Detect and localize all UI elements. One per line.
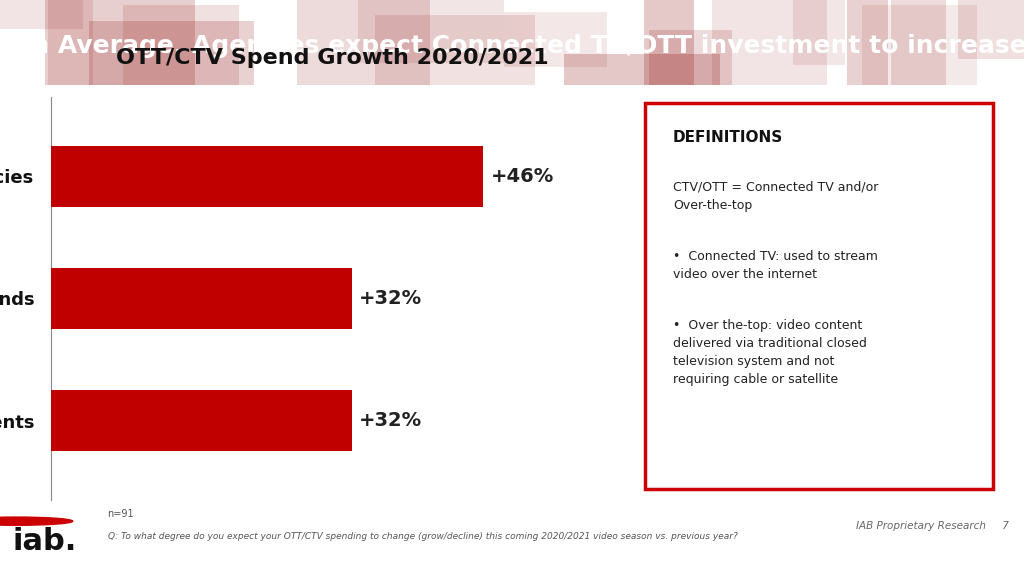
- Text: •  Connected TV: used to stream
video over the internet: • Connected TV: used to stream video ove…: [673, 250, 878, 281]
- Bar: [712, 0, 827, 135]
- Bar: [0, 0, 83, 29]
- Bar: [51, 268, 351, 329]
- Bar: [51, 145, 483, 206]
- Bar: [89, 21, 254, 169]
- Text: •  Over the-top: video content
delivered via traditional closed
television syste: • Over the-top: video content delivered …: [673, 319, 867, 386]
- Text: +46%: +46%: [490, 167, 554, 186]
- Bar: [958, 0, 1024, 59]
- Bar: [847, 0, 888, 170]
- Text: n=91: n=91: [108, 509, 134, 519]
- Text: OTT/CTV Spend Growth 2020/2021: OTT/CTV Spend Growth 2020/2021: [117, 48, 549, 68]
- Bar: [51, 390, 351, 451]
- Bar: [891, 0, 946, 147]
- Bar: [564, 54, 721, 117]
- Text: iab.: iab.: [12, 527, 77, 556]
- Text: DEFINITIONS: DEFINITIONS: [673, 131, 783, 145]
- Bar: [123, 5, 240, 126]
- Text: On Average, Agencies expect Connected TV/OTT investment to increase by 46% y/y: On Average, Agencies expect Connected TV…: [10, 34, 1024, 58]
- Bar: [297, 0, 429, 113]
- Bar: [45, 0, 195, 88]
- Bar: [649, 30, 732, 141]
- Bar: [375, 16, 535, 124]
- Text: +32%: +32%: [359, 289, 422, 308]
- Bar: [357, 0, 504, 63]
- Bar: [505, 12, 606, 67]
- Bar: [644, 0, 694, 184]
- Bar: [794, 0, 845, 65]
- Bar: [47, 0, 93, 142]
- Text: IAB Proprietary Research     7: IAB Proprietary Research 7: [856, 522, 1009, 531]
- Text: Q: To what degree do you expect your OTT/CTV spending to change (grow/decline) t: Q: To what degree do you expect your OTT…: [108, 532, 737, 540]
- Circle shape: [0, 517, 73, 526]
- Text: +32%: +32%: [359, 411, 422, 430]
- Text: CTV/OTT = Connected TV and/or
Over-the-top: CTV/OTT = Connected TV and/or Over-the-t…: [673, 181, 879, 212]
- FancyBboxPatch shape: [645, 104, 993, 489]
- Bar: [862, 5, 977, 152]
